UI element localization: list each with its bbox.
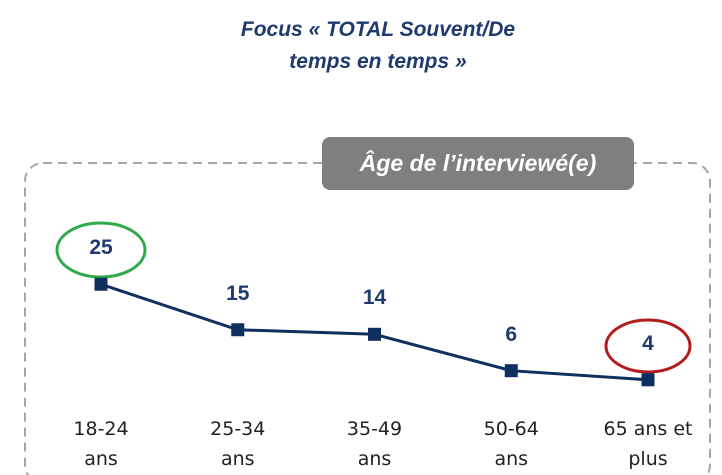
marker bbox=[641, 373, 655, 387]
highlight-ellipse bbox=[604, 318, 692, 374]
marker bbox=[231, 323, 245, 337]
marker bbox=[368, 327, 381, 341]
data-label: 15 bbox=[226, 281, 250, 305]
x-tick-label: 65 ans et plus bbox=[603, 418, 693, 470]
x-tick-label: 35-49 ans bbox=[346, 418, 403, 470]
subtitle: Âge de l’interviewé(e) bbox=[359, 150, 597, 176]
highlight-ellipse bbox=[55, 221, 147, 279]
frame bbox=[24, 162, 711, 475]
header-box bbox=[322, 137, 634, 190]
marker bbox=[94, 277, 108, 291]
x-tick-label: 18-24 ans bbox=[73, 418, 129, 470]
x-tick-label: 25-34 ans bbox=[210, 418, 266, 470]
data-label: 14 bbox=[362, 286, 387, 310]
x-tick-label: 50-64 ans bbox=[483, 418, 539, 470]
data-label: 6 bbox=[505, 322, 518, 346]
marker bbox=[504, 364, 518, 378]
data-label: 4 bbox=[642, 331, 654, 355]
chart-title: Focus « TOTAL Souvent/De temps en temps … bbox=[240, 18, 516, 73]
data-label: 25 bbox=[89, 236, 113, 260]
